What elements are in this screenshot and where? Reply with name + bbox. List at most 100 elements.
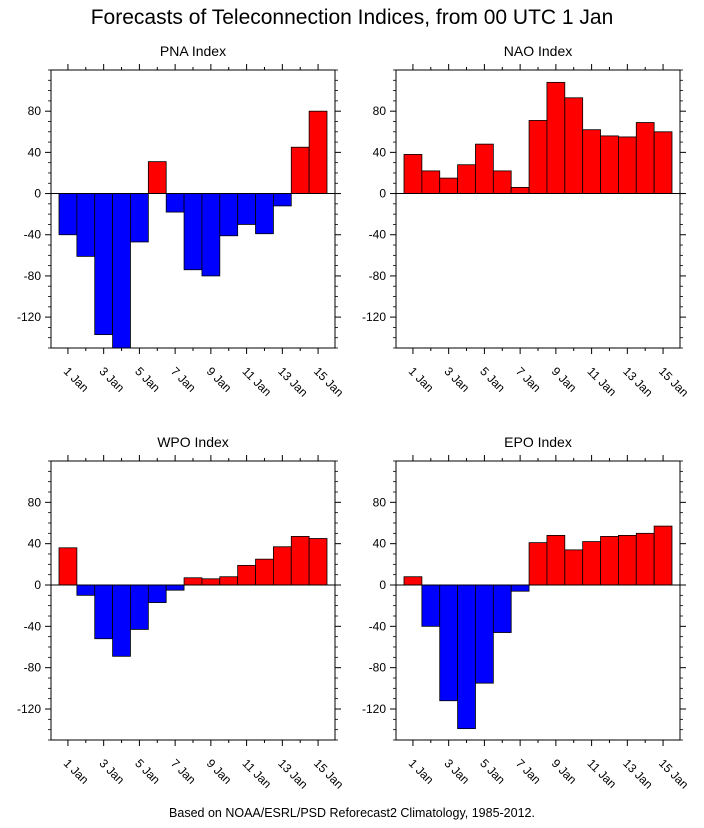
x-tick-label: 15 Jan bbox=[311, 364, 346, 399]
bar bbox=[272, 546, 292, 586]
x-tick-label: 9 Jan bbox=[549, 364, 580, 395]
chart-panel: EPO Index -120 -80 -40 0 40 80 1 Jan 3 Jan 5 Jan 7… bbox=[362, 434, 691, 792]
panel-title: WPO Index bbox=[157, 434, 229, 450]
y-tick-label: -40 bbox=[369, 619, 387, 633]
bar bbox=[112, 193, 131, 349]
bar bbox=[457, 584, 476, 730]
y-tick-label: -80 bbox=[24, 661, 42, 675]
bar bbox=[618, 136, 637, 194]
y-tick-label: 80 bbox=[28, 104, 42, 118]
x-tick-label: 15 Jan bbox=[656, 364, 691, 399]
y-tick-label: 40 bbox=[28, 145, 42, 159]
bar bbox=[165, 193, 185, 213]
bar bbox=[475, 143, 494, 194]
footer-note: Based on NOAA/ESRL/PSD Reforecast2 Clima… bbox=[169, 806, 535, 820]
bar bbox=[564, 549, 584, 586]
x-tick-label: 7 Jan bbox=[168, 756, 199, 787]
x-tick-label: 5 Jan bbox=[132, 756, 163, 787]
bar bbox=[255, 558, 274, 586]
x-tick-label: 3 Jan bbox=[442, 756, 473, 787]
bar bbox=[237, 193, 256, 225]
figure-title: Forecasts of Teleconnection Indices, fro… bbox=[90, 6, 614, 29]
bar bbox=[635, 122, 655, 194]
bar bbox=[457, 164, 476, 194]
bar bbox=[290, 146, 310, 194]
bar bbox=[130, 584, 149, 630]
bar bbox=[165, 584, 185, 591]
x-tick-label: 11 Jan bbox=[584, 364, 619, 399]
y-tick-label: 0 bbox=[379, 578, 386, 592]
x-tick-label: 15 Jan bbox=[656, 756, 691, 791]
bar bbox=[308, 538, 328, 586]
bar bbox=[403, 576, 423, 586]
bar bbox=[290, 536, 310, 586]
chart-panel: PNA Index -120 -80 -40 0 40 80 1 Jan 3 Jan 5 Jan 7… bbox=[17, 43, 346, 400]
y-tick-label: 80 bbox=[373, 495, 387, 509]
bar bbox=[94, 193, 114, 336]
y-tick-label: 80 bbox=[373, 104, 387, 118]
bar bbox=[219, 576, 239, 586]
bar bbox=[439, 584, 459, 702]
x-tick-label: 3 Jan bbox=[97, 364, 128, 395]
bar bbox=[582, 129, 601, 194]
bar bbox=[653, 525, 673, 586]
y-tick-label: -80 bbox=[24, 269, 42, 283]
x-tick-label: 1 Jan bbox=[406, 756, 437, 787]
x-tick-label: 5 Jan bbox=[477, 364, 508, 395]
x-tick-label: 7 Jan bbox=[513, 364, 544, 395]
x-tick-label: 13 Jan bbox=[275, 364, 310, 399]
bar bbox=[421, 584, 441, 627]
bar bbox=[582, 541, 601, 586]
bar bbox=[439, 177, 459, 194]
x-tick-label: 9 Jan bbox=[204, 756, 235, 787]
y-tick-label: 0 bbox=[34, 187, 41, 201]
x-tick-label: 9 Jan bbox=[549, 756, 580, 787]
plot-frame bbox=[395, 69, 681, 349]
bar bbox=[635, 532, 655, 586]
y-tick-label: 40 bbox=[373, 145, 387, 159]
bar bbox=[147, 161, 167, 194]
x-tick-label: 13 Jan bbox=[620, 756, 655, 791]
bar bbox=[510, 584, 530, 592]
x-tick-label: 1 Jan bbox=[61, 364, 92, 395]
panel-title: NAO Index bbox=[504, 43, 572, 59]
y-tick-label: -40 bbox=[369, 228, 387, 242]
bar bbox=[528, 120, 548, 194]
y-tick-label: 0 bbox=[34, 578, 41, 592]
y-tick-label: -120 bbox=[17, 702, 41, 716]
x-tick-label: 11 Jan bbox=[239, 364, 274, 399]
bar bbox=[421, 170, 441, 194]
y-tick-label: -40 bbox=[24, 228, 42, 242]
bar bbox=[94, 584, 114, 640]
x-tick-label: 11 Jan bbox=[584, 756, 619, 791]
x-tick-label: 9 Jan bbox=[204, 364, 235, 395]
bar bbox=[528, 542, 548, 586]
bar bbox=[475, 584, 494, 684]
bar bbox=[237, 564, 256, 586]
bar bbox=[272, 193, 292, 207]
y-tick-label: -80 bbox=[369, 269, 387, 283]
x-tick-label: 1 Jan bbox=[61, 756, 92, 787]
bar bbox=[308, 110, 328, 194]
x-tick-label: 5 Jan bbox=[477, 756, 508, 787]
bar bbox=[183, 577, 203, 586]
bar bbox=[255, 193, 274, 235]
x-tick-label: 7 Jan bbox=[168, 364, 199, 395]
y-tick-label: 40 bbox=[373, 537, 387, 551]
y-tick-label: -120 bbox=[17, 310, 41, 324]
y-tick-label: 40 bbox=[28, 537, 42, 551]
bar bbox=[600, 536, 619, 586]
x-tick-label: 15 Jan bbox=[311, 756, 346, 791]
bar bbox=[147, 584, 167, 603]
bar bbox=[510, 186, 530, 194]
bar bbox=[112, 584, 131, 657]
bar bbox=[653, 131, 673, 194]
bar bbox=[492, 584, 512, 633]
x-tick-label: 3 Jan bbox=[97, 756, 128, 787]
bar bbox=[201, 578, 221, 586]
bar bbox=[76, 584, 96, 596]
x-tick-label: 13 Jan bbox=[620, 364, 655, 399]
bar bbox=[492, 170, 512, 194]
y-tick-label: -120 bbox=[362, 310, 386, 324]
